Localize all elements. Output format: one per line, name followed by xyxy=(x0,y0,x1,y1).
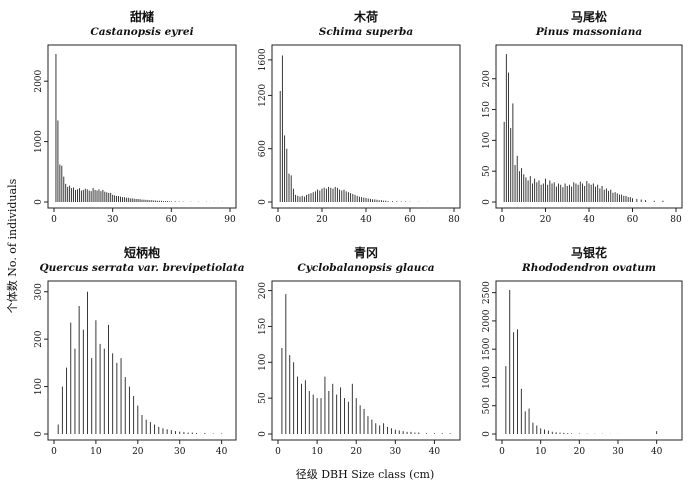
panel-title: 马尾松 xyxy=(571,9,607,24)
x-tick-label: 40 xyxy=(360,215,372,225)
y-tick-label: 300 xyxy=(34,283,44,300)
y-tick-label: 500 xyxy=(482,397,492,414)
y-tick-label: 2500 xyxy=(482,281,492,304)
x-tick-label: 30 xyxy=(390,447,402,457)
x-tick-label: 0 xyxy=(275,215,281,225)
panel-title: 甜槠 xyxy=(130,9,154,24)
chart-panel-6: 马银花 Rhododendron ovatum 0 10 20 30 40 0 500 1000 1… xyxy=(482,245,683,457)
y-tick-label: 200 xyxy=(482,70,492,87)
y-tick-label: 1600 xyxy=(258,48,268,71)
x-tick-label: 10 xyxy=(90,447,102,457)
chart-panel-4: 短柄枹 Quercus serrata var. brevipetiolata 0 1… xyxy=(34,245,245,457)
y-tick-label: 100 xyxy=(34,378,44,395)
x-tick-label: 0 xyxy=(499,215,505,225)
y-tick-label: 1200 xyxy=(258,84,268,107)
y-tick-label: 0 xyxy=(258,431,268,437)
x-tick-label: 0 xyxy=(499,447,505,457)
x-tick-label: 60 xyxy=(627,215,639,225)
y-tick-label: 200 xyxy=(258,282,268,299)
y-tick-label: 0 xyxy=(482,431,492,437)
panel-title: 木荷 xyxy=(353,9,378,24)
x-tick-label: 20 xyxy=(316,215,328,225)
y-tick-label: 600 xyxy=(258,140,268,157)
x-tick-label: 40 xyxy=(216,447,228,457)
plot-frame xyxy=(271,44,461,209)
x-tick-label: 40 xyxy=(429,447,441,457)
plot-frame xyxy=(495,280,683,441)
x-tick-label: 80 xyxy=(448,215,460,225)
chart-panel-2: 木荷 Schima superba 0 20 40 60 80 0 600 1200 1600 xyxy=(258,9,461,225)
x-tick-label: 30 xyxy=(107,215,119,225)
panel-subtitle: Quercus serrata var. brevipetiolata xyxy=(39,262,244,274)
y-axis-label: 个体数 No. of individuals xyxy=(5,178,19,313)
x-axis-label: 径级 DBH Size class (cm) xyxy=(296,468,435,481)
chart-panel-1: 甜槠 Castanopsis eyrei 0 30 60 90 0 1000 2000 xyxy=(34,9,237,225)
panel-title: 马银花 xyxy=(571,245,607,260)
x-tick-label: 20 xyxy=(350,447,362,457)
panel-subtitle: Cyclobalanopsis glauca xyxy=(297,262,434,274)
y-tick-label: 0 xyxy=(34,199,44,205)
x-tick-label: 60 xyxy=(166,215,178,225)
x-tick-label: 60 xyxy=(404,215,416,225)
plot-frame xyxy=(271,280,461,441)
y-tick-label: 50 xyxy=(258,392,268,404)
plot-frame xyxy=(47,280,237,441)
panel-subtitle: Rhododendron ovatum xyxy=(521,262,656,274)
x-tick-label: 0 xyxy=(51,215,57,225)
panel-title: 短柄枹 xyxy=(124,245,160,260)
y-tick-label: 1000 xyxy=(34,130,44,153)
y-tick-label: 2000 xyxy=(482,309,492,332)
y-tick-label: 1500 xyxy=(482,337,492,360)
y-tick-label: 0 xyxy=(482,199,492,205)
panel-subtitle: Castanopsis eyrei xyxy=(90,26,193,38)
chart-panel-3: 马尾松 Pinus massoniana 0 20 40 60 80 0 50 100 150 200 xyxy=(482,9,683,225)
y-tick-label: 100 xyxy=(482,132,492,149)
y-tick-label: 2000 xyxy=(34,69,44,92)
x-tick-label: 30 xyxy=(174,447,186,457)
y-tick-label: 0 xyxy=(34,431,44,437)
x-tick-label: 10 xyxy=(535,447,547,457)
panel-subtitle: Schima superba xyxy=(319,26,414,38)
x-tick-label: 20 xyxy=(132,447,144,457)
x-tick-label: 30 xyxy=(612,447,624,457)
x-tick-label: 40 xyxy=(651,447,663,457)
y-tick-label: 0 xyxy=(258,199,268,205)
x-tick-label: 40 xyxy=(583,215,595,225)
y-tick-label: 100 xyxy=(258,353,268,370)
x-tick-label: 80 xyxy=(670,215,682,225)
panel-title: 青冈 xyxy=(354,245,378,260)
y-tick-label: 200 xyxy=(34,330,44,347)
y-tick-label: 150 xyxy=(258,318,268,335)
y-tick-label: 150 xyxy=(482,101,492,118)
x-tick-label: 90 xyxy=(224,215,236,225)
x-tick-label: 0 xyxy=(275,447,281,457)
x-tick-label: 10 xyxy=(311,447,323,457)
x-tick-label: 20 xyxy=(574,447,586,457)
panel-subtitle: Pinus massoniana xyxy=(535,26,643,38)
chart-panel-5: 青冈 Cyclobalanopsis glauca 0 10 20 30 40 0 50 100 1… xyxy=(258,245,461,457)
plot-frame xyxy=(47,44,237,209)
x-tick-label: 0 xyxy=(51,447,57,457)
y-tick-label: 1000 xyxy=(482,366,492,389)
x-tick-label: 20 xyxy=(540,215,552,225)
y-tick-label: 50 xyxy=(482,165,492,177)
